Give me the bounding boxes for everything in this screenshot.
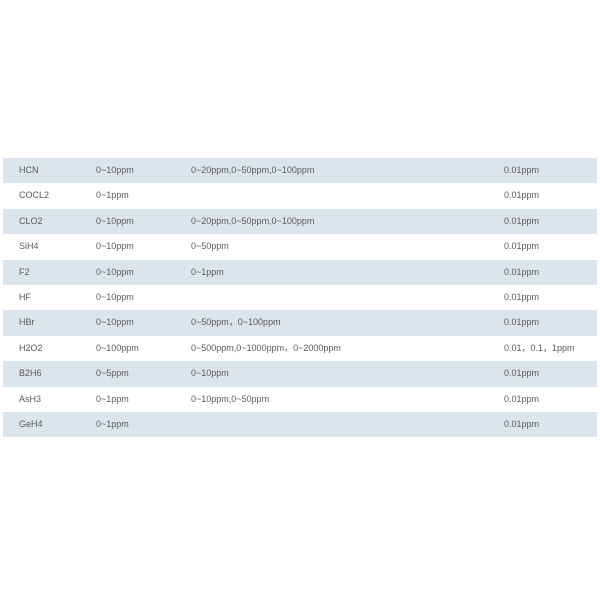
gas-name-cell: COCL2 <box>19 190 50 201</box>
table-row: B2H6 0~5ppm 0~10ppm 0.01ppm <box>3 361 597 387</box>
optional-range-cell: 0~1ppm <box>191 266 224 277</box>
gas-name-cell: H2O2 <box>19 342 43 353</box>
gas-name-cell: SiH4 <box>19 241 39 252</box>
resolution-cell: 0.01，0.1，1ppm <box>504 342 575 353</box>
optional-range-cell: 0~20ppm,0~50ppm,0~100ppm <box>191 165 315 175</box>
gas-name-cell: GeH4 <box>19 418 43 429</box>
gas-name-cell: CLO2 <box>19 215 43 226</box>
measuring-range-cell: 0~100ppm <box>96 342 139 353</box>
resolution-cell: 0.01ppm <box>504 190 540 201</box>
resolution-cell: 0.01ppm <box>504 418 540 429</box>
table-row: H2O2 0~100ppm 0~500ppm,0~1000ppm，0~2000ppm… <box>3 336 597 361</box>
gas-spec-table: HCN 0~10ppm 0~20ppm,0~50ppm,0~100ppm 0.01pp… <box>3 158 597 438</box>
measuring-range-cell: 0~10ppm <box>96 241 134 252</box>
gas-name-cell: F2 <box>19 266 30 277</box>
resolution-cell: 0.01ppm <box>504 266 540 277</box>
optional-range-cell: 0~500ppm,0~1000ppm，0~2000ppm <box>191 342 341 353</box>
measuring-range-cell: 0~1ppm <box>96 393 129 404</box>
resolution-cell: 0.01ppm <box>504 215 540 226</box>
table-row: AsH3 0~1ppm 0~10ppm,0~50ppm 0.01ppm <box>3 387 597 412</box>
measuring-range-cell: 0~10ppm <box>96 291 134 302</box>
gas-name-cell: B2H6 <box>19 368 42 379</box>
optional-range-cell: 0~50ppm，0~100ppm <box>191 317 281 328</box>
gas-name-cell: HCN <box>19 165 39 175</box>
gas-name-cell: AsH3 <box>19 393 42 404</box>
optional-range-cell: 0~50ppm <box>191 241 229 252</box>
table-row: GeH4 0~1ppm 0.01ppm <box>3 411 597 438</box>
resolution-cell: 0.01ppm <box>504 368 540 379</box>
measuring-range-cell: 0~5ppm <box>96 368 129 379</box>
resolution-cell: 0.01ppm <box>504 317 540 328</box>
optional-range-cell: 0~10ppm <box>191 368 229 379</box>
measuring-range-cell: 0~10ppm <box>96 266 134 277</box>
gas-name-cell: HF <box>19 291 31 302</box>
measuring-range-cell: 0~10ppm <box>96 317 134 328</box>
resolution-cell: 0.01ppm <box>504 165 540 175</box>
optional-range-cell: 0~20ppm,0~50ppm,0~100ppm <box>191 215 315 226</box>
table-row: CLO2 0~10ppm 0~20ppm,0~50ppm,0~100ppm 0.01p… <box>3 208 597 235</box>
measuring-range-cell: 0~1ppm <box>96 190 129 201</box>
resolution-cell: 0.01ppm <box>504 393 540 404</box>
resolution-cell: 0.01ppm <box>504 241 540 252</box>
table-row: HCN 0~10ppm 0~20ppm,0~50ppm,0~100ppm 0.01pp… <box>3 158 597 184</box>
table-row: F2 0~10ppm 0~1ppm 0.01ppm <box>3 259 597 285</box>
optional-range-cell: 0~10ppm,0~50ppm <box>191 393 270 404</box>
measuring-range-cell: 0~10ppm <box>96 215 134 226</box>
table-row: SiH4 0~10ppm 0~50ppm 0.01ppm <box>3 234 597 259</box>
table-row: COCL2 0~1ppm 0.01ppm <box>3 183 597 208</box>
table-row: HF 0~10ppm 0.01ppm <box>3 285 597 310</box>
table-row: HBr 0~10ppm 0~50ppm，0~100ppm 0.01ppm <box>3 310 597 336</box>
measuring-range-cell: 0~1ppm <box>96 418 129 429</box>
resolution-cell: 0.01ppm <box>504 291 540 302</box>
measuring-range-cell: 0~10ppm <box>96 165 134 175</box>
gas-name-cell: HBr <box>19 317 35 328</box>
